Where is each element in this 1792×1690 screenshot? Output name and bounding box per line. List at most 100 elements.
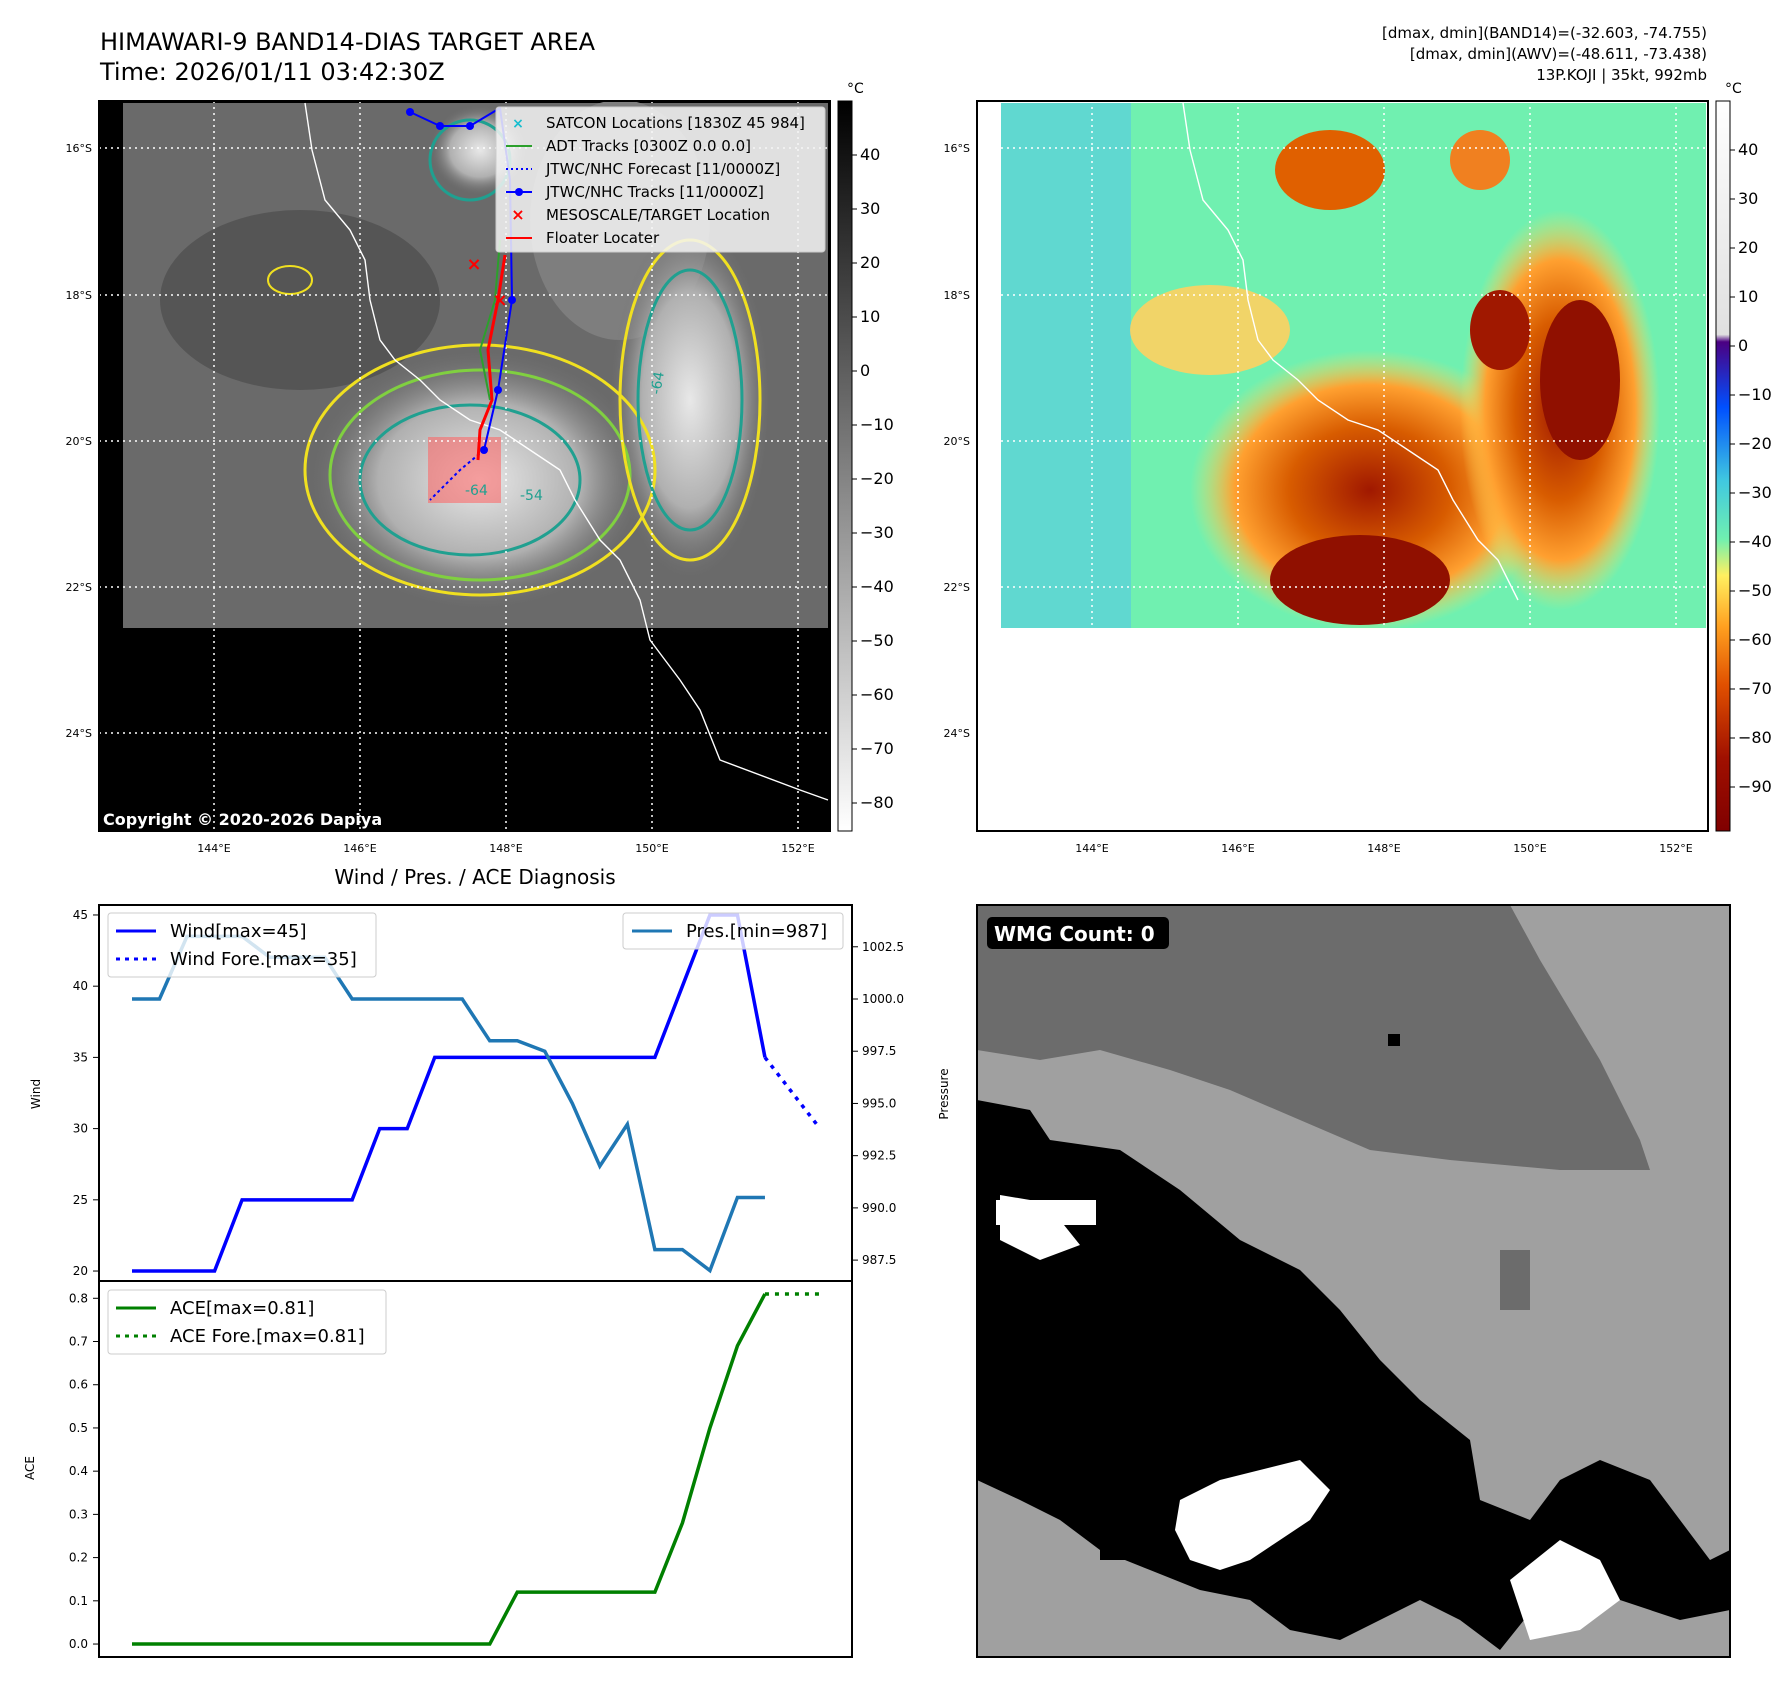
colorbar-tick-label: −70 <box>860 739 894 758</box>
ace-tick-label: 0.8 <box>69 1291 88 1305</box>
colorbar-tick-label: −20 <box>860 469 894 488</box>
diagnosis-title: Wind / Pres. / ACE Diagnosis <box>334 865 615 889</box>
ace-tick-label: 0.3 <box>69 1507 88 1521</box>
wind-axis-label: Wind <box>29 1079 43 1109</box>
ace-axis-label: ACE <box>23 1456 37 1480</box>
ir-map-panel: × × -64 -54 -64 × SATCON Locations [1830… <box>66 100 831 855</box>
colorbar-tick-label: −10 <box>860 415 894 434</box>
contour-label: -54 <box>520 488 543 504</box>
pressure-tick-label: 987.5 <box>862 1253 896 1267</box>
target-area-box <box>428 437 501 503</box>
colorbar-tick-label: 10 <box>860 307 880 326</box>
wind-tick-label: 35 <box>73 1050 88 1064</box>
lat-label: 20°S <box>66 435 92 448</box>
ace-tick-label: 0.1 <box>69 1594 88 1608</box>
colorbar-tick-label: −60 <box>860 685 894 704</box>
colorbar-tick-label: 40 <box>1738 140 1758 159</box>
legend-item-adt: ADT Tracks [0300Z 0.0 0.0] <box>546 137 751 155</box>
pressure-tick-label: 990.0 <box>862 1201 896 1215</box>
pressure-tick-label: 997.5 <box>862 1044 896 1058</box>
colorbar-tick-label: 20 <box>1738 238 1758 257</box>
ace-tick-label: 0.5 <box>69 1421 88 1435</box>
colorbar-tick-label: −80 <box>860 793 894 812</box>
legend-item-floater: Floater Locater <box>546 229 660 247</box>
pressure-tick-label: 995.0 <box>862 1096 896 1110</box>
lat-label: 24°S <box>944 727 970 740</box>
colorbar-unit: °C <box>847 81 864 97</box>
colorbar-tick-label: −40 <box>860 577 894 596</box>
lon-label: 144°E <box>197 842 230 855</box>
lat-label: 24°S <box>66 727 92 740</box>
colorbar-tick-label: 0 <box>860 361 870 380</box>
svg-text:×: × <box>511 205 524 224</box>
legend-ace: ACE[max=0.81] <box>170 1298 314 1319</box>
ace-tick-label: 0.0 <box>69 1637 88 1651</box>
jtwc-forecast-line <box>429 449 485 501</box>
mesoscale-target-marker: × <box>466 254 481 275</box>
wind-pressure-panel: 20 25 30 35 40 45 987.5 990.0 992.5 995.0 997.5 10… <box>29 904 951 1282</box>
pressure-tick-label: 992.5 <box>862 1149 896 1163</box>
lat-label: 18°S <box>66 289 92 302</box>
legend-item-jtwc-tracks: JTWC/NHC Tracks [11/0000Z] <box>545 183 764 201</box>
floater-locater-line <box>476 254 507 461</box>
lon-label: 146°E <box>343 842 376 855</box>
ace-line <box>132 1293 767 1646</box>
colorbar-tick-label: −30 <box>1738 483 1772 502</box>
colorbar-tick-label: 30 <box>1738 189 1758 208</box>
figure-title: HIMAWARI-9 BAND14-DIAS TARGET AREA <box>100 28 596 56</box>
colorbar-tick-label: 30 <box>860 199 880 218</box>
lon-label: 146°E <box>1221 842 1254 855</box>
lon-label: 148°E <box>489 842 522 855</box>
lat-label: 18°S <box>944 289 970 302</box>
colorbar-tick-label: −30 <box>860 523 894 542</box>
legend-pressure: Pres.[min=987] <box>686 921 827 942</box>
wind-tick-label: 30 <box>73 1122 88 1136</box>
coastline <box>304 102 829 801</box>
pressure-axis-label: Pressure <box>937 1068 951 1119</box>
wmg-count-badge <box>987 917 1169 949</box>
ace-tick-label: 0.2 <box>69 1551 88 1565</box>
colorbar-tick-label: −40 <box>1738 532 1772 551</box>
lon-label: 152°E <box>781 842 814 855</box>
lat-label: 20°S <box>944 435 970 448</box>
legend-wind: Wind[max=45] <box>170 921 307 942</box>
ace-tick-label: 0.4 <box>69 1464 88 1478</box>
legend-wind-fore: Wind Fore.[max=35] <box>170 949 357 970</box>
stats-band14: [dmax, dmin](BAND14)=(-32.603, -74.755) <box>1382 24 1707 42</box>
contour-label: -64 <box>465 483 488 499</box>
colorbar-tick-label: −10 <box>1738 385 1772 404</box>
lat-label: 22°S <box>944 581 970 594</box>
colorbar-tick-label: −60 <box>1738 630 1772 649</box>
legend-item-satcon: SATCON Locations [1830Z 45 984] <box>546 114 805 132</box>
contour-label: -64 <box>648 370 668 395</box>
lat-label: 16°S <box>944 142 970 155</box>
lat-label: 22°S <box>66 581 92 594</box>
lon-label: 148°E <box>1367 842 1400 855</box>
colorbar-tick-label: 20 <box>860 253 880 272</box>
svg-text:×: × <box>512 116 524 132</box>
colorbar-tick-label: −90 <box>1738 777 1772 796</box>
pressure-tick-label: 1002.5 <box>862 940 904 954</box>
wind-tick-label: 20 <box>73 1264 88 1278</box>
lon-label: 150°E <box>635 842 668 855</box>
ace-tick-label: 0.7 <box>69 1335 88 1349</box>
color-colorbar: °C 40 30 20 10 0 −10 −20 −30 −40 −50 −60 −70 −80 −90 <box>1715 81 1772 832</box>
legend-ace-fore: ACE Fore.[max=0.81] <box>170 1326 365 1347</box>
ace-panel: 0.0 0.1 0.2 0.3 0.4 0.5 0.6 0.7 0.8 ACE ACE[max=… <box>23 1280 853 1658</box>
wind-tick-label: 25 <box>73 1193 88 1207</box>
color-map-panel: 16°S 18°S 20°S 22°S 24°S 144°E 146°E 148… <box>944 100 1709 855</box>
copyright-label: Copyright © 2020-2026 Dapiya <box>103 810 382 829</box>
storm-info: 13P.KOJI | 35kt, 992mb <box>1536 66 1707 84</box>
lon-label: 150°E <box>1513 842 1546 855</box>
colorbar-tick-label: 0 <box>1738 336 1748 355</box>
wind-tick-label: 45 <box>73 908 88 922</box>
colorbar-tick-label: −80 <box>1738 728 1772 747</box>
colorbar-tick-label: −20 <box>1738 434 1772 453</box>
mesoscale-target-marker-2: × <box>492 290 507 311</box>
map-legend: × SATCON Locations [1830Z 45 984] ADT Tr… <box>495 106 826 253</box>
wmg-count-label: WMG Count: 0 <box>994 922 1155 946</box>
wmg-panel: WMG Count: 0 <box>976 904 1731 1658</box>
gray-colorbar: °C 40 30 20 10 0 −10 −20 −30 −40 −50 −60 −70 −80 <box>837 81 894 832</box>
colorbar-tick-label: 10 <box>1738 287 1758 306</box>
ace-tick-label: 0.6 <box>69 1378 88 1392</box>
